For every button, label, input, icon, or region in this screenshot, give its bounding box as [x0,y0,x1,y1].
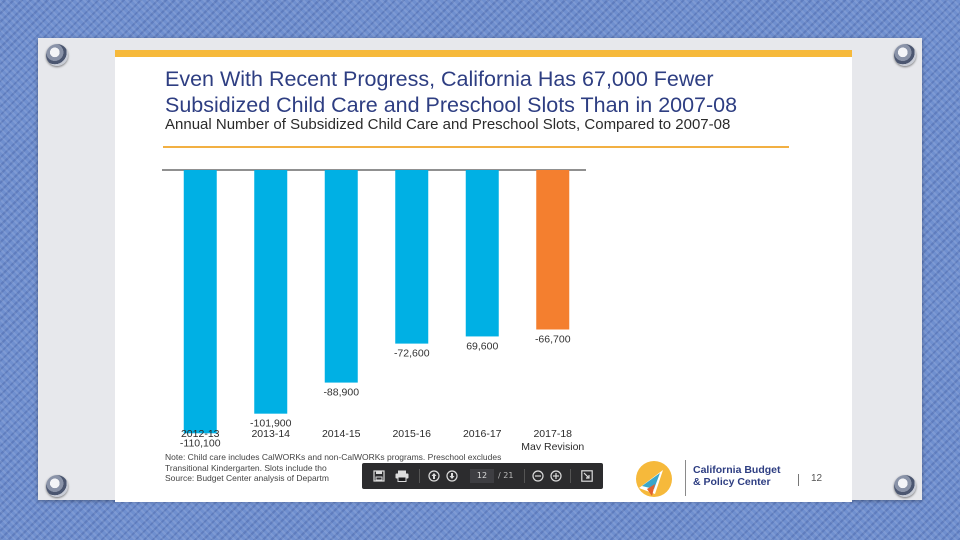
bar-2017-18 [536,170,570,330]
save-icon[interactable] [370,467,388,485]
category-label-2017-18: 2017-18 [533,428,572,440]
data-label-2012-13: -110,100 [180,437,221,449]
category-label-2016-17: 2016-17 [463,428,502,440]
arrow-down-circle-icon[interactable] [444,467,460,485]
arrow-up-circle-icon[interactable] [426,467,442,485]
toolbar-separator [570,469,571,483]
total-pages: / 21 [498,471,514,480]
title-divider [163,146,789,148]
pin-icon-bottom-right [894,475,916,497]
bar-2012-13 [183,170,217,434]
print-icon[interactable] [392,467,412,485]
zoom-in-icon[interactable] [548,467,564,485]
chart-note: Note: Child care includes CalWORKs and n… [165,452,502,483]
data-label-2017-18: -66,700 [535,334,571,346]
fullscreen-icon[interactable] [578,467,596,485]
data-label-2013-14: -101,900 [250,418,292,430]
bar-2014-15 [324,170,358,383]
zoom-out-icon[interactable] [530,467,546,485]
viewer-toolbar: 12 / 21 [362,463,603,489]
toolbar-separator [419,469,420,483]
data-label-2015-16: -72,600 [394,348,430,360]
category-label-2015-16: 2015-16 [392,428,431,440]
page-number: 12 [811,473,823,484]
slide-top-accent [115,50,852,57]
data-label-2016-17: 69,600 [466,340,498,352]
data-label-2014-15: -88,900 [323,387,359,399]
category-label-2014-15: 2014-15 [322,428,361,440]
slide-subtitle: Annual Number of Subsidized Child Care a… [165,116,731,133]
category-label-2012-13: 2012-13 [181,428,220,440]
logo-text: California Budget & Policy Center [693,464,781,488]
slide-title: Even With Recent Progress, California Ha… [165,67,738,117]
pin-icon-bottom-left [46,475,68,497]
bar-2015-16 [395,170,429,344]
bar-2016-17 [465,170,499,337]
budget-center-logo-icon [636,461,672,497]
category-sublabel-2017-18: May Revision [521,441,584,450]
pin-icon-top-left [46,44,68,66]
category-label-2013-14: 2013-14 [251,428,290,440]
bar-2013-14 [254,170,288,414]
logo-divider [685,460,686,496]
page-number-divider [798,474,799,486]
toolbar-separator [524,469,525,483]
current-page-input[interactable]: 12 [470,469,494,483]
slide: Even With Recent Progress, California Ha… [115,50,852,502]
pin-icon-top-right [894,44,916,66]
